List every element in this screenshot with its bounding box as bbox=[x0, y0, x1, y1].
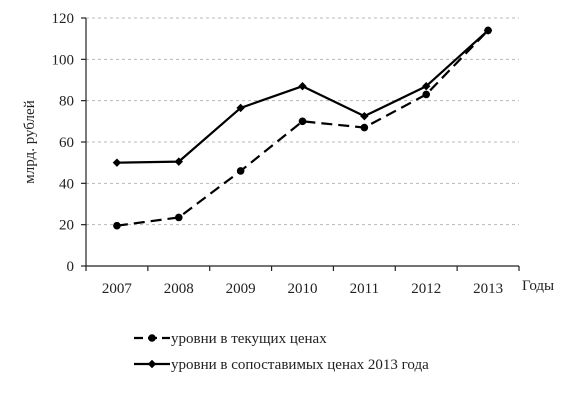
series-1 bbox=[112, 26, 493, 167]
y-tick-label: 80 bbox=[59, 94, 74, 110]
x-axis-ticks: 2007 2008 2009 2010 2011 2012 2013 bbox=[85, 266, 520, 297]
y-axis-ticks: 0 20 40 60 80 100 120 bbox=[52, 11, 86, 275]
y-tick-label: 0 bbox=[67, 259, 75, 275]
series-0 bbox=[113, 26, 492, 230]
gridlines bbox=[86, 17, 519, 226]
series-line-1 bbox=[116, 29, 489, 164]
legend-marker bbox=[148, 334, 156, 342]
legend: уровни в текущих ценах уровни в сопостави… bbox=[134, 331, 429, 373]
y-tick-label: 60 bbox=[59, 135, 74, 151]
series-lines bbox=[112, 26, 493, 230]
x-axis-label: Годы bbox=[522, 278, 554, 294]
data-point bbox=[113, 221, 121, 230]
data-point bbox=[298, 82, 307, 91]
x-tick-label: 2011 bbox=[350, 281, 379, 297]
x-tick-label: 2007 bbox=[102, 281, 133, 297]
legend-label: уровни в текущих ценах bbox=[171, 331, 327, 347]
y-tick-label: 40 bbox=[59, 176, 74, 192]
data-point bbox=[236, 103, 245, 113]
legend-item: уровни в сопоставимых ценах 2013 года bbox=[134, 357, 429, 373]
data-point bbox=[483, 26, 493, 35]
y-tick-label: 120 bbox=[52, 11, 75, 27]
x-tick-label: 2012 bbox=[411, 281, 441, 297]
y-tick-label: 20 bbox=[59, 218, 74, 234]
data-point bbox=[422, 82, 431, 91]
data-point bbox=[422, 90, 431, 99]
data-point bbox=[236, 167, 245, 175]
x-tick-label: 2010 bbox=[288, 281, 318, 297]
legend-marker bbox=[147, 359, 157, 369]
y-tick-label: 100 bbox=[52, 52, 75, 68]
data-point bbox=[360, 111, 369, 121]
data-point bbox=[112, 158, 122, 167]
legend-item: уровни в текущих ценах bbox=[134, 331, 327, 347]
data-point bbox=[360, 123, 369, 132]
data-point bbox=[174, 213, 183, 222]
data-point bbox=[174, 157, 183, 166]
data-point bbox=[298, 117, 307, 126]
legend-label: уровни в сопоставимых ценах 2013 года bbox=[171, 357, 429, 373]
x-tick-label: 2013 bbox=[473, 281, 503, 297]
y-axis-label: млрд. рублей bbox=[22, 100, 38, 183]
x-tick-label: 2008 bbox=[164, 281, 194, 297]
x-tick-label: 2009 bbox=[226, 281, 256, 297]
